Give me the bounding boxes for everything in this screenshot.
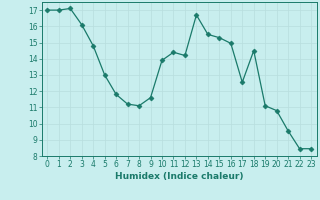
X-axis label: Humidex (Indice chaleur): Humidex (Indice chaleur) [115,172,244,181]
